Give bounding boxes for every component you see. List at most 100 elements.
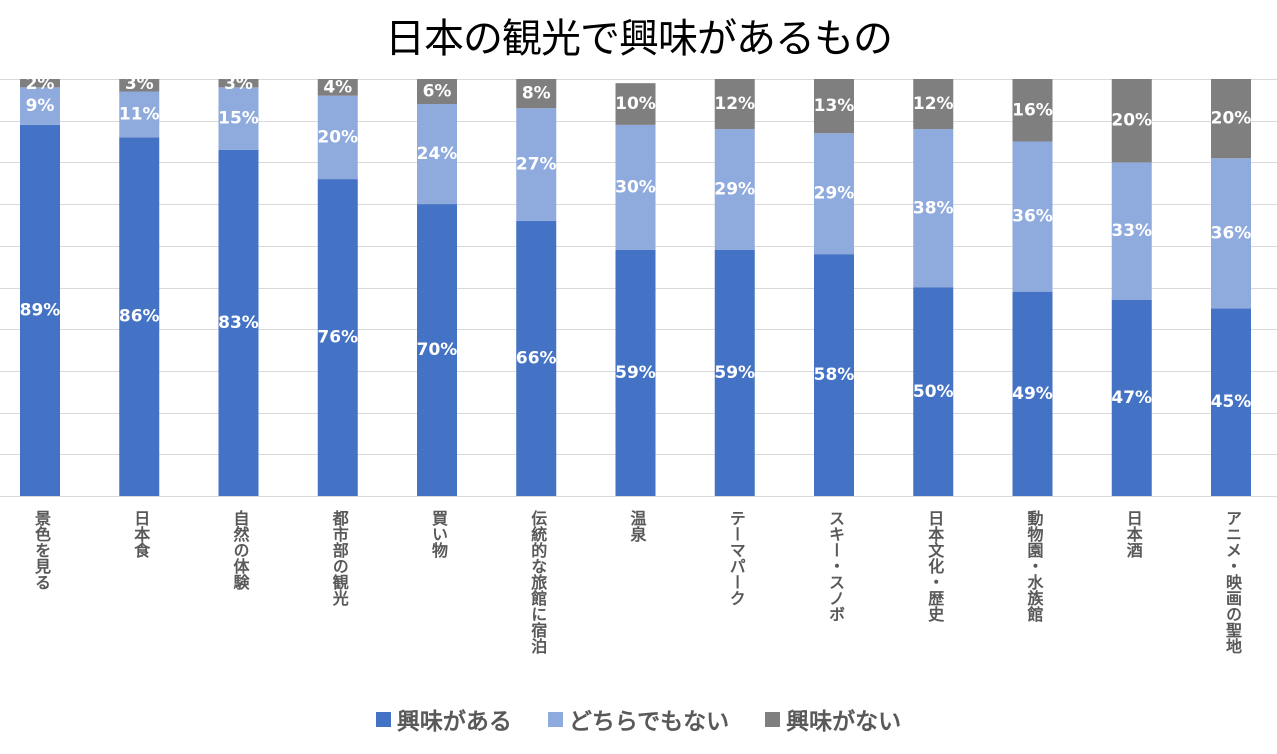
data-label: 20% bbox=[1211, 109, 1252, 129]
bar-segment-series-2 bbox=[119, 79, 160, 92]
legend-label: どちらでもない bbox=[568, 709, 730, 735]
bar-segment-series-2 bbox=[814, 79, 854, 134]
data-label: 49% bbox=[1012, 384, 1053, 404]
bar-segment-series-1 bbox=[20, 87, 60, 125]
bar-segment-series-1 bbox=[1211, 158, 1251, 309]
bars bbox=[20, 79, 1251, 497]
bar-segment-series-1 bbox=[1111, 162, 1152, 301]
data-label: 38% bbox=[913, 198, 954, 218]
bar-segment-series-0 bbox=[417, 204, 457, 496]
bar-segment-series-2 bbox=[417, 79, 457, 105]
data-label: 36% bbox=[1012, 207, 1053, 227]
bar-segment-series-0 bbox=[814, 254, 854, 496]
data-label: 24% bbox=[417, 144, 458, 164]
data-label: 8% bbox=[522, 84, 551, 104]
bar-segment-series-0 bbox=[317, 179, 358, 496]
data-label: 6% bbox=[423, 82, 452, 102]
category-label: テーマパーク bbox=[726, 510, 746, 606]
legend-label: 興味がない bbox=[786, 709, 902, 735]
bar-segment-series-2 bbox=[20, 79, 60, 88]
category-label: 温泉 bbox=[627, 510, 647, 542]
bar-segment-series-0 bbox=[516, 220, 557, 496]
bar-segment-series-0 bbox=[913, 287, 954, 496]
bar-segment-series-1 bbox=[119, 91, 160, 138]
bar-segment-series-1 bbox=[317, 95, 358, 180]
bar-segment-series-0 bbox=[119, 137, 160, 496]
data-label: 15% bbox=[218, 109, 259, 129]
bar-segment-series-2 bbox=[714, 79, 755, 130]
category-label: スキー・スノボ bbox=[826, 510, 845, 622]
data-label: 11% bbox=[119, 104, 160, 124]
bar-segment-series-2 bbox=[1111, 79, 1152, 163]
bar-segment-series-2 bbox=[1211, 79, 1251, 159]
data-label: 59% bbox=[615, 363, 656, 383]
legend-swatch-icon bbox=[765, 711, 781, 727]
data-label: 3% bbox=[125, 74, 154, 94]
bar-segment-series-1 bbox=[1012, 141, 1053, 292]
bar-segment-series-1 bbox=[218, 87, 259, 150]
data-label: 2% bbox=[26, 74, 55, 94]
data-label: 70% bbox=[417, 340, 458, 360]
data-label: 9% bbox=[26, 96, 55, 116]
data-label: 66% bbox=[516, 348, 557, 368]
bar-segment-series-0 bbox=[218, 149, 259, 496]
data-label: 20% bbox=[1111, 111, 1152, 131]
data-label: 58% bbox=[814, 365, 855, 385]
data-labels: 89% 9%2% 86% 11% 3% 83% 15% 3% 76% 20% 4% 70% 24% 6% 6… bbox=[20, 74, 1252, 412]
bar-segment-series-0 bbox=[20, 124, 60, 497]
data-label: 12% bbox=[913, 94, 954, 114]
bar-segment-series-0 bbox=[1111, 300, 1152, 496]
bar-segment-series-0 bbox=[1012, 291, 1053, 496]
data-label: 76% bbox=[317, 328, 358, 348]
legend-swatch-icon bbox=[547, 711, 563, 727]
category-label: 買い物 bbox=[429, 510, 448, 558]
data-label: 36% bbox=[1211, 223, 1252, 243]
bar-segment-series-1 bbox=[417, 104, 457, 205]
legend: 興味がある どちらでもない 興味がない bbox=[0, 702, 1277, 736]
legend-label: 興味がある bbox=[396, 709, 512, 735]
data-label: 89% bbox=[20, 300, 61, 320]
bar-segment-series-1 bbox=[615, 124, 656, 250]
category-label: 都市部の観光 bbox=[329, 510, 349, 606]
legend-item: 興味がない bbox=[765, 702, 901, 736]
bar-segment-series-1 bbox=[516, 108, 557, 221]
bar-segment-series-2 bbox=[218, 79, 259, 88]
data-label: 13% bbox=[814, 96, 855, 116]
data-label: 30% bbox=[615, 177, 656, 197]
legend-swatch-icon bbox=[375, 711, 391, 727]
data-label: 27% bbox=[516, 154, 557, 174]
bar-segment-series-2 bbox=[1012, 79, 1053, 142]
data-label: 20% bbox=[317, 127, 358, 147]
bar-segment-series-2 bbox=[516, 79, 557, 109]
data-label: 10% bbox=[615, 94, 656, 114]
bar-segment-series-0 bbox=[1211, 308, 1251, 496]
bar-segment-series-2 bbox=[913, 79, 954, 130]
data-label: 86% bbox=[119, 307, 160, 327]
category-label: アニメ・映画の聖地 bbox=[1223, 510, 1242, 654]
category-label: 日本食 bbox=[131, 510, 151, 558]
bar-segment-series-2 bbox=[317, 79, 358, 96]
data-label: 47% bbox=[1111, 388, 1152, 408]
data-label: 45% bbox=[1211, 392, 1252, 412]
chart-title: 日本の観光で興味があるもの bbox=[385, 16, 893, 62]
data-label: 59% bbox=[714, 363, 755, 383]
data-label: 3% bbox=[224, 74, 253, 94]
data-label: 29% bbox=[814, 184, 855, 204]
category-label: 日本文化・歴史 bbox=[925, 510, 945, 622]
bar-segment-series-1 bbox=[913, 129, 954, 288]
category-label: 自然の体験 bbox=[230, 510, 250, 590]
data-label: 50% bbox=[913, 382, 954, 402]
category-label: 景色を見る bbox=[32, 510, 51, 590]
data-label: 12% bbox=[714, 94, 755, 114]
category-label: 伝統的な旅館に宿泊 bbox=[528, 510, 548, 654]
bar-segment-series-0 bbox=[615, 249, 656, 496]
legend-item: 興味がある bbox=[375, 702, 512, 736]
data-label: 29% bbox=[714, 180, 755, 200]
legend-item: どちらでもない bbox=[547, 702, 730, 736]
category-label: 日本酒 bbox=[1123, 510, 1143, 558]
bar-segment-series-1 bbox=[814, 133, 854, 255]
bar-segment-series-1 bbox=[714, 129, 755, 250]
bar-segment-series-0 bbox=[714, 249, 755, 496]
data-label: 33% bbox=[1111, 221, 1152, 241]
